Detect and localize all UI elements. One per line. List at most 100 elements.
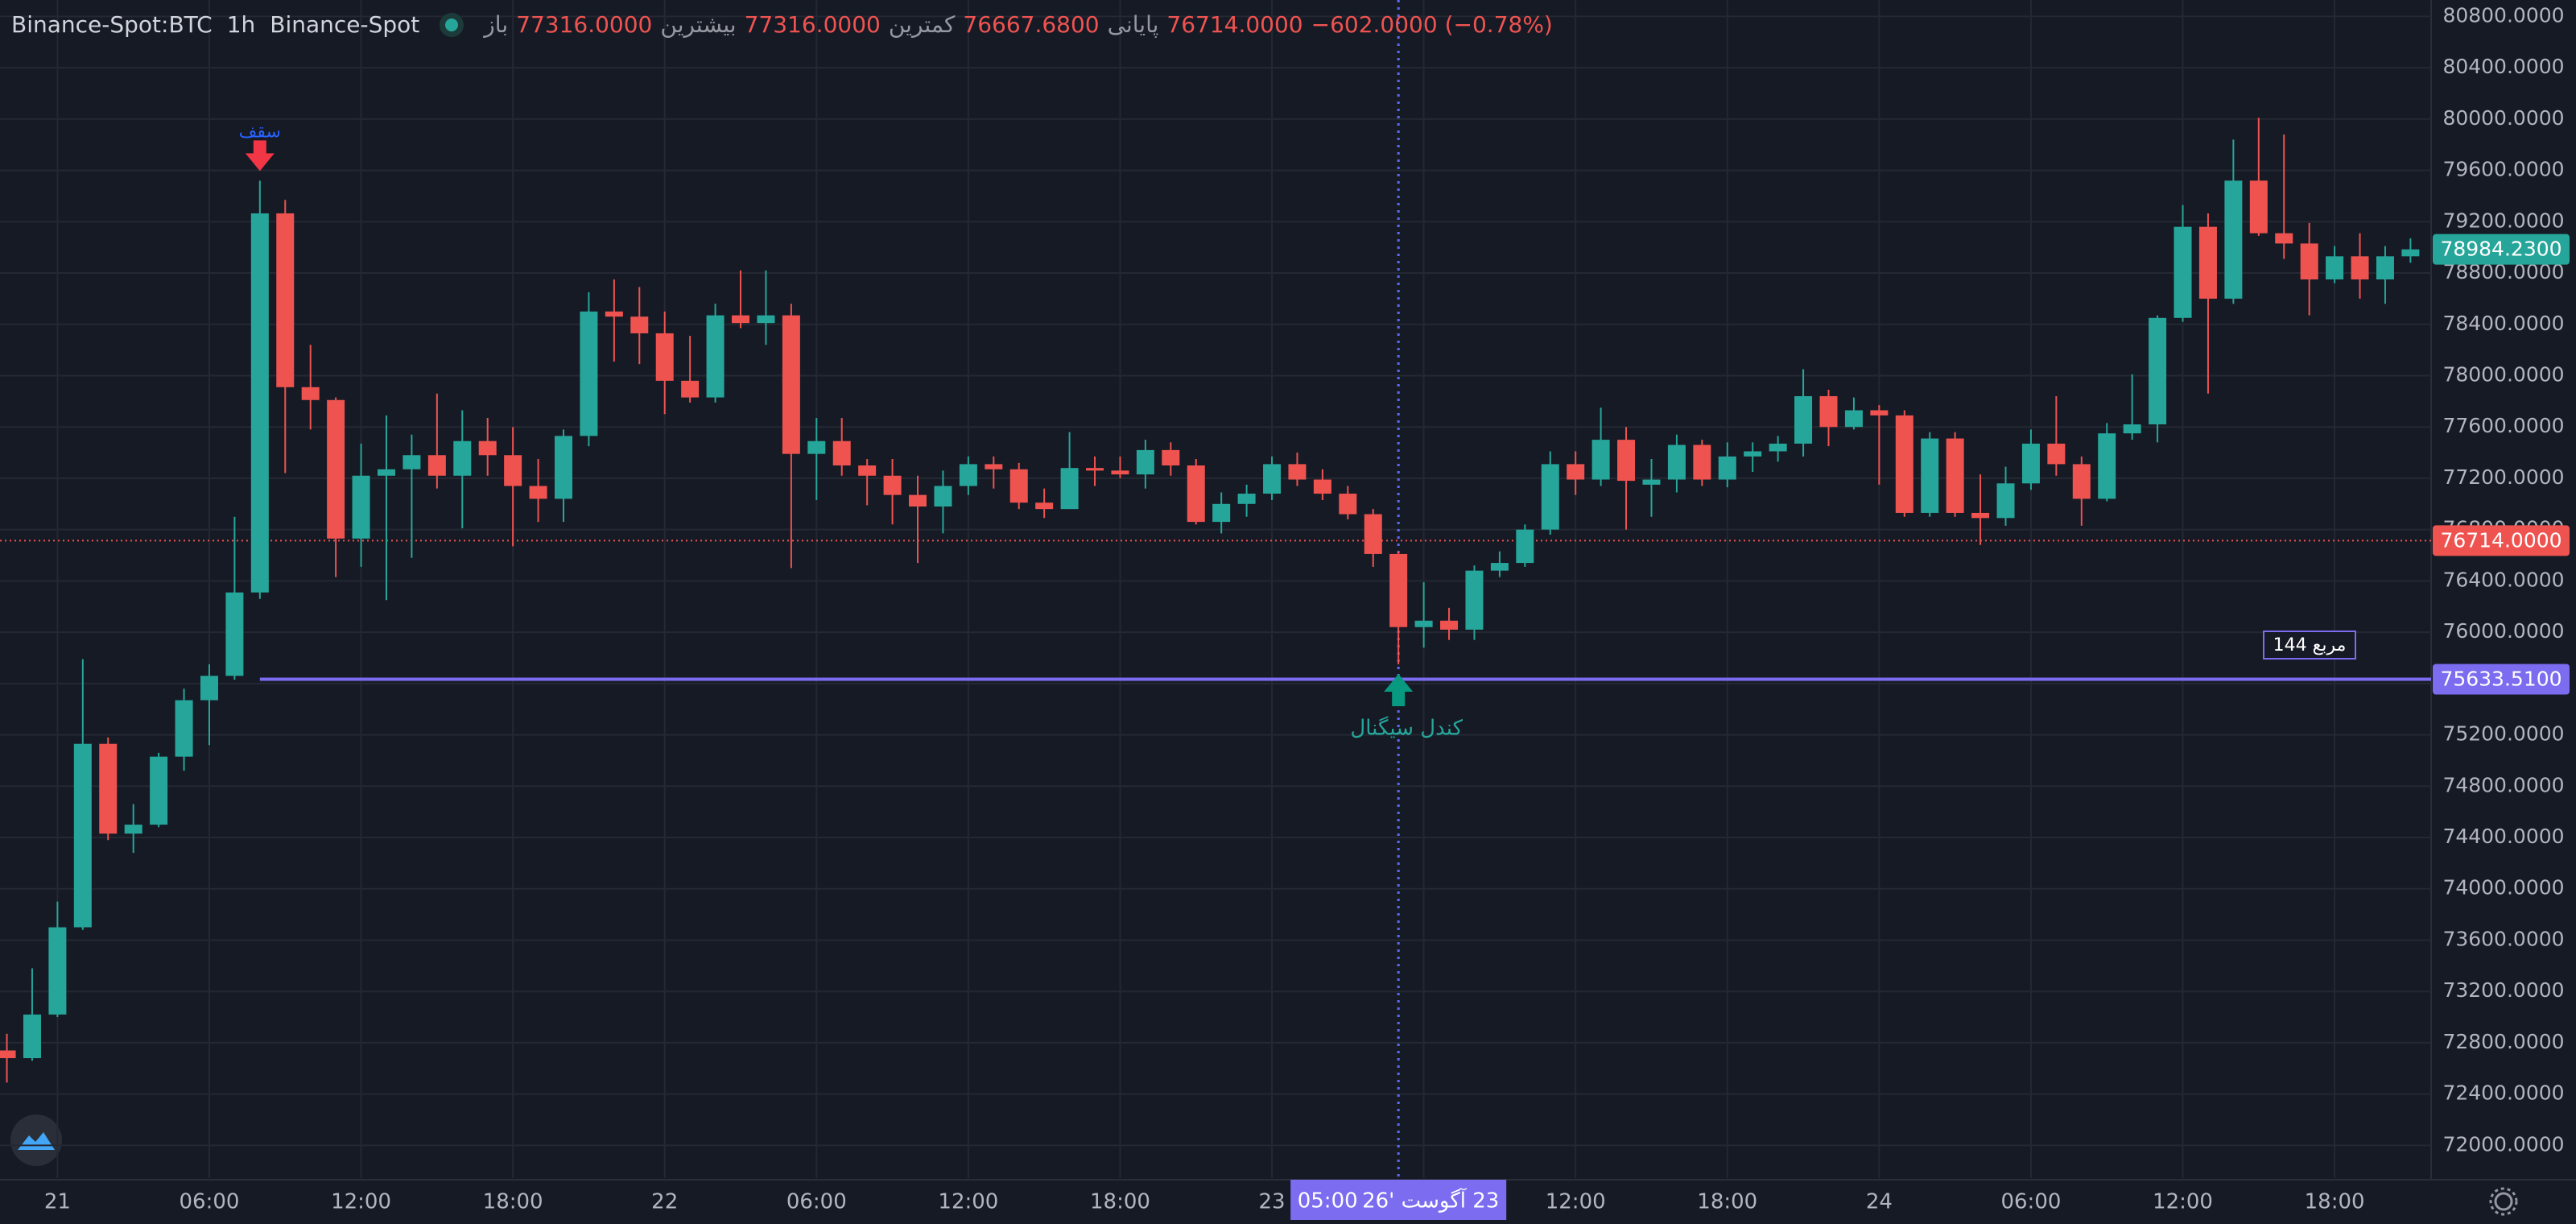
y-tick-label: 75200.0000 (2442, 722, 2564, 746)
x-tick-label: 12:00 (331, 1190, 391, 1214)
candle-body (757, 315, 775, 324)
candle-body (2047, 443, 2066, 465)
candle-body (2275, 233, 2293, 244)
candle-body (807, 440, 826, 454)
candle-body (959, 464, 977, 486)
candle-body (225, 592, 244, 676)
candle-body (2300, 243, 2318, 279)
crosshair-time: 05:00 (1298, 1189, 1358, 1214)
y-tick-label: 80800.0000 (2442, 3, 2564, 27)
candle-body (1744, 451, 1762, 457)
ohlc-label: بیشترین (660, 11, 737, 38)
ohlc-label: کمترین (888, 11, 956, 38)
candle-body (832, 440, 851, 465)
annotation-signal: کندل سیگنال (1350, 715, 1463, 740)
candle-body (2224, 180, 2243, 299)
candle-body (175, 700, 193, 757)
status-dot (445, 18, 459, 31)
candle-body (377, 469, 395, 476)
ohlc-label: پایانی (1107, 11, 1159, 38)
y-tick-label: 76000.0000 (2442, 619, 2564, 643)
ohlc-value: 76714.0000 (1166, 11, 1303, 38)
ohlc-label: باز (484, 11, 509, 38)
candle-body (2098, 433, 2116, 499)
price-label-box (2433, 664, 2570, 695)
x-tick-label: 24 (1866, 1190, 1893, 1214)
candle-body (985, 464, 1003, 469)
candle-body (327, 399, 345, 539)
candle-body (1718, 456, 1736, 480)
annotation-box-label: مربع 144 (2273, 635, 2347, 655)
candle-body (1237, 494, 1256, 504)
x-tick-label: 22 (651, 1190, 678, 1214)
candle-body (1414, 620, 1433, 627)
candle-body (529, 486, 547, 499)
price-label-box (2433, 234, 2570, 265)
y-tick-label: 77200.0000 (2442, 465, 2564, 489)
price-label-box (2433, 525, 2570, 556)
candle-body (124, 825, 142, 834)
y-tick-label: 80000.0000 (2442, 106, 2564, 130)
x-tick-label: 18:00 (483, 1190, 543, 1214)
y-tick-label: 72000.0000 (2442, 1132, 2564, 1156)
ohlc-value: 77316.0000 (516, 11, 653, 38)
candle-body (1541, 464, 1559, 530)
candle-body (0, 1050, 16, 1059)
ohlc-value: 76667.6800 (963, 11, 1100, 38)
candle-body (1389, 553, 1408, 627)
candle-body (2401, 249, 2420, 257)
interval: 1h (226, 11, 256, 38)
y-tick-label: 72400.0000 (2442, 1081, 2564, 1105)
arrow-up (1384, 673, 1414, 706)
y-tick-label: 77600.0000 (2442, 414, 2564, 437)
candle-body (1009, 469, 1028, 503)
candle-body (1212, 503, 1231, 523)
change: −602.0000 (−0.78%) (1311, 11, 1553, 38)
candle-body (402, 455, 421, 469)
candle-body (555, 436, 572, 499)
logo (10, 1114, 62, 1166)
candle-body (1971, 512, 1990, 519)
y-tick-label: 73200.0000 (2442, 978, 2564, 1002)
x-tick-label: 12:00 (2153, 1190, 2213, 1214)
y-tick-label: 76400.0000 (2442, 568, 2564, 591)
candle-body (504, 455, 522, 486)
y-tick-label: 78000.0000 (2442, 362, 2564, 386)
x-tick-label: 18:00 (2305, 1190, 2365, 1214)
candle-body (23, 1014, 41, 1059)
candle-body (1870, 410, 1889, 416)
symbol: Binance-Spot:BTC (11, 11, 213, 38)
settings-icon[interactable] (2489, 1187, 2518, 1216)
candle-body (1060, 468, 1079, 510)
candle-body (1567, 464, 1585, 480)
candle-body (2021, 443, 2040, 484)
crosshair-label-box (1290, 1180, 1507, 1220)
x-tick-label: 06:00 (180, 1190, 240, 1214)
candle-body (1465, 570, 1484, 630)
candle-body (1490, 563, 1509, 571)
candle-body (1136, 449, 1154, 475)
annotation-box (2263, 631, 2356, 660)
x-tick-label: 06:00 (2000, 1190, 2061, 1214)
arrow-down (245, 140, 275, 172)
candle-body (73, 743, 92, 928)
candle-body (2326, 256, 2344, 279)
ohlc-value: 77316.0000 (744, 11, 881, 38)
exchange: Binance-Spot (270, 11, 420, 38)
candle-body (276, 213, 295, 387)
candle-body (2376, 256, 2394, 279)
candle-body (2174, 226, 2192, 318)
grid (0, 0, 2431, 1178)
x-tick-label: 12:00 (938, 1190, 998, 1214)
crosshair-date: 23 آگوست '26 (1362, 1188, 1499, 1214)
candle-body (2198, 226, 2217, 299)
candle-body (1263, 464, 1282, 494)
candle-body (1111, 470, 1129, 475)
candle-body (1667, 445, 1686, 480)
price-label: 76714.0000 (2440, 528, 2562, 552)
x-tick-label: 18:00 (1090, 1190, 1150, 1214)
candle-body (1996, 483, 2015, 519)
candle-body (99, 743, 118, 834)
